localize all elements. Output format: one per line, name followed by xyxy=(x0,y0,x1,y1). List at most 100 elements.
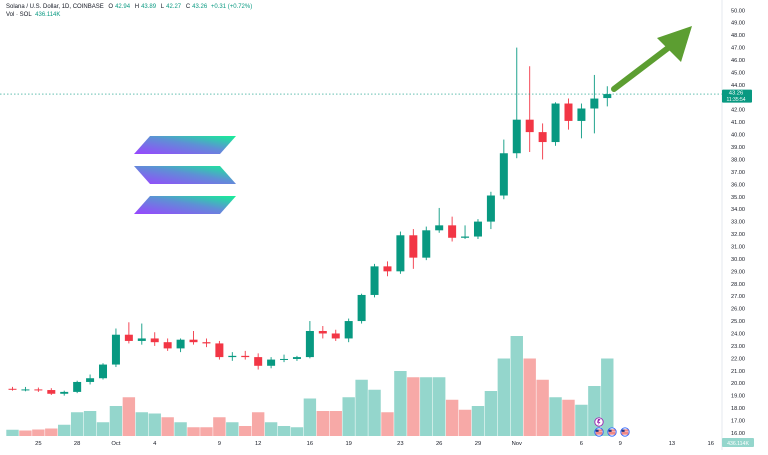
price-tick-label: 46.00 xyxy=(731,58,745,64)
price-tick-label: 23.00 xyxy=(731,344,745,350)
us-flag-icon[interactable] xyxy=(607,427,617,437)
volume-bar xyxy=(264,422,278,436)
time-tick-label: 9 xyxy=(218,441,221,447)
candle-body xyxy=(176,339,185,349)
candle xyxy=(280,354,289,363)
volume-bar xyxy=(277,426,291,436)
candle-body xyxy=(525,119,534,133)
volume-bar xyxy=(135,412,148,436)
high-label: H xyxy=(134,4,140,10)
volume-bar xyxy=(316,411,330,436)
volume-bar xyxy=(329,411,342,436)
time-tick-label: 9 xyxy=(619,441,622,447)
candle xyxy=(73,380,82,394)
time-axis[interactable]: 25 28 Oct 4 9 12 16 19 23 26 29 Nov 6 9 13 16 xyxy=(35,441,714,447)
candle-body xyxy=(241,355,250,358)
candle xyxy=(215,340,224,360)
candle xyxy=(344,318,353,343)
price-tick-label: 45.00 xyxy=(731,70,745,76)
candle xyxy=(551,102,560,146)
volume-bar xyxy=(523,358,536,436)
close-label: C xyxy=(185,4,191,10)
us-flag-icon[interactable] xyxy=(594,427,604,437)
candle xyxy=(137,323,146,345)
candle-body xyxy=(486,195,495,222)
candle xyxy=(163,338,172,351)
candle xyxy=(124,322,133,344)
volume-bar xyxy=(484,391,498,436)
price-badge-value: 43.26 xyxy=(729,91,744,97)
time-tick-label: 16 xyxy=(707,441,713,447)
volume-series xyxy=(6,336,614,436)
volume-bar xyxy=(562,399,575,436)
volume-bar xyxy=(32,429,45,436)
us-flag-icon[interactable] xyxy=(620,427,630,437)
high-value: 43.89 xyxy=(141,4,157,10)
candle-body xyxy=(47,390,56,394)
price-tick-label: 17.00 xyxy=(731,418,745,424)
solana-logo xyxy=(134,136,236,214)
price-tick-label: 44.00 xyxy=(731,83,745,89)
candle xyxy=(318,326,327,339)
low-value: 42.27 xyxy=(166,4,182,10)
volume-legend[interactable]: Vol · SOL 436.114K xyxy=(6,11,60,19)
candle-body xyxy=(86,378,95,382)
candle-body xyxy=(564,103,573,121)
price-tick-label: 28.00 xyxy=(731,282,745,288)
candle xyxy=(241,350,250,360)
symbol-title[interactable]: Solana / U.S. Dollar, 1D, COINBASE xyxy=(6,4,104,10)
time-tick-label: 12 xyxy=(255,441,261,447)
time-tick-label: 25 xyxy=(35,441,41,447)
price-axis[interactable]: 16.00 17.00 18.00 19.00 20.00 21.00 22.00 23.00… xyxy=(731,8,745,437)
candle xyxy=(8,386,17,391)
volume-bar xyxy=(83,411,97,436)
candle-body xyxy=(344,321,353,339)
candle xyxy=(473,219,482,240)
price-tick-label: 35.00 xyxy=(731,195,745,201)
candle xyxy=(396,231,405,274)
candle xyxy=(448,216,457,242)
event-icons[interactable] xyxy=(594,417,630,437)
price-tick-label: 36.00 xyxy=(731,182,745,188)
price-tick-label: 19.00 xyxy=(731,394,745,400)
volume-bar xyxy=(290,427,304,436)
candle xyxy=(176,338,185,353)
candle xyxy=(60,390,69,396)
candle-body xyxy=(267,359,276,366)
candle-body xyxy=(499,153,508,196)
price-tick-label: 16.00 xyxy=(731,431,745,437)
price-tick-label: 40.00 xyxy=(731,133,745,139)
price-tick-label: 26.00 xyxy=(731,307,745,313)
candle-body xyxy=(202,342,211,344)
close-value: 43.26 xyxy=(192,4,208,10)
candle xyxy=(189,330,198,345)
tradingview-event-icon[interactable] xyxy=(594,417,604,427)
volume-bar xyxy=(471,406,485,436)
volume-bar xyxy=(381,412,394,436)
candle-body xyxy=(331,333,340,339)
candle xyxy=(292,355,301,361)
open-value: 42.94 xyxy=(115,4,131,10)
volume-label[interactable]: Vol · SOL xyxy=(6,12,32,18)
price-tick-label: 27.00 xyxy=(731,294,745,300)
price-tick-label: 49.00 xyxy=(731,21,745,27)
volume-bar xyxy=(510,336,523,436)
volume-badge-value: 436.114K xyxy=(727,441,749,447)
symbol-legend[interactable]: Solana / U.S. Dollar, 1D, COINBASE O 42.9… xyxy=(6,3,252,11)
volume-bar xyxy=(6,429,19,436)
price-tick-label: 18.00 xyxy=(731,406,745,412)
candle-body xyxy=(137,338,146,341)
time-tick-label: 6 xyxy=(580,441,583,447)
candle-body xyxy=(551,103,560,143)
up-trend-arrow-icon xyxy=(611,26,692,92)
price-badge: 43.26 11:35:54 xyxy=(722,89,752,103)
volume-bar xyxy=(239,426,252,436)
candle xyxy=(47,388,56,396)
candle xyxy=(383,261,392,277)
open-label: O xyxy=(108,4,114,10)
volume-bar xyxy=(420,377,433,436)
candle xyxy=(461,225,470,240)
candle xyxy=(435,207,444,233)
